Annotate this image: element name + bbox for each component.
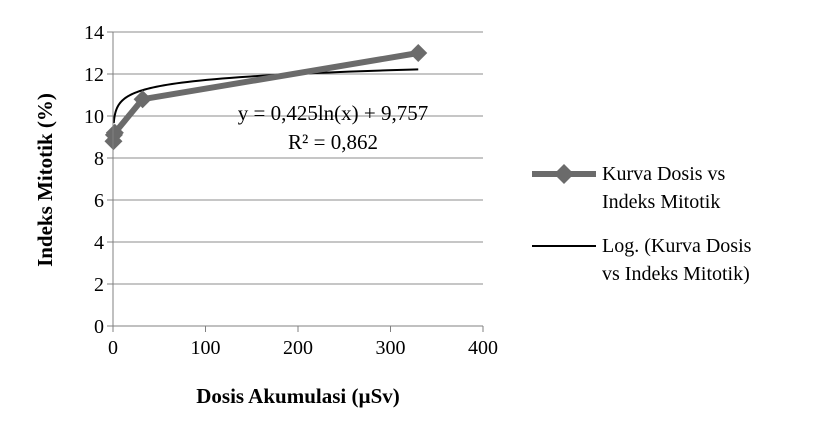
y-tick-label: 10 [84, 106, 104, 128]
y-axis-title: Indeks Mitotik (%) [33, 93, 57, 267]
axes [107, 31, 484, 332]
r-squared-label: R² = 0,862 [288, 130, 378, 154]
trendline-log [112, 68, 419, 124]
data-point-diamond [105, 123, 124, 142]
x-tick-label: 400 [468, 337, 498, 359]
data-series-layer [104, 44, 428, 151]
data-point-diamond [409, 44, 428, 62]
y-tick-label: 2 [94, 274, 104, 296]
legend: Kurva Dosis vs Indeks Mitotik Log. (Kurv… [532, 163, 752, 285]
y-tick-label: 12 [84, 64, 104, 86]
data-point-diamond [133, 90, 152, 109]
legend-series-label-line1: Kurva Dosis vs [602, 163, 726, 185]
legend-series-label-line2: Indeks Mitotik [602, 191, 720, 213]
trendline-layer [112, 68, 419, 124]
y-tick-label: 0 [94, 316, 104, 338]
y-tick-label: 6 [94, 190, 104, 212]
x-tick-label: 300 [376, 337, 406, 359]
legend-diamond-icon [554, 164, 574, 184]
legend-entry-series: Kurva Dosis vs Indeks Mitotik [532, 163, 726, 213]
y-tick-label: 4 [94, 232, 104, 254]
x-axis-title: Dosis Akumulasi (µSv) [196, 384, 400, 408]
tick-labels: 0 2 4 6 8 10 12 14 0 100 200 300 400 [84, 22, 498, 359]
legend-trendline-label-line2: vs Indeks Mitotik) [602, 263, 750, 285]
y-tick-label: 8 [94, 148, 104, 170]
x-tick-label: 0 [108, 337, 118, 359]
y-tick-label: 14 [84, 22, 104, 44]
legend-entry-trendline: Log. (Kurva Dosis vs Indeks Mitotik) [532, 235, 752, 285]
legend-trendline-label-line1: Log. (Kurva Dosis [602, 235, 752, 257]
gridlines [113, 31, 483, 285]
x-tick-label: 200 [283, 337, 313, 359]
trendline-equation: y = 0,425ln(x) + 9,757 [238, 101, 429, 125]
x-tick-label: 100 [191, 337, 221, 359]
series-line [110, 50, 419, 142]
